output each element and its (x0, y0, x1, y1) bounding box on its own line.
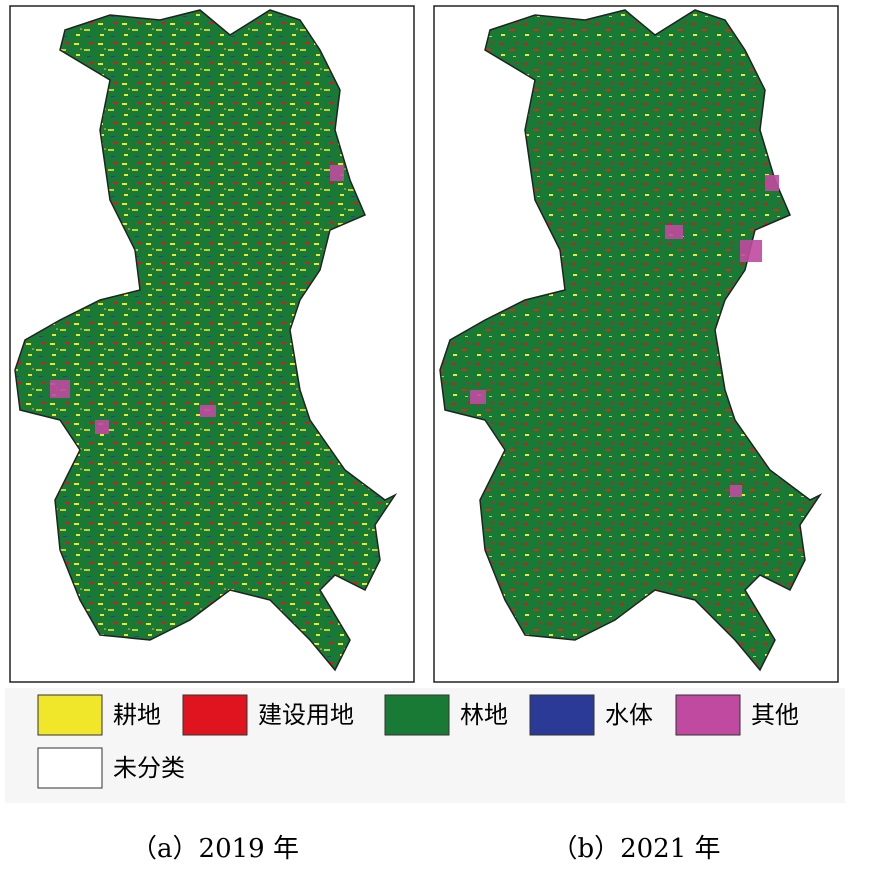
legend-label: 未分类 (113, 754, 185, 782)
legend-swatch (675, 694, 741, 736)
caption: （a）2019 年 (131, 834, 299, 864)
other-patches (50, 165, 779, 497)
legend-swatch (37, 694, 103, 736)
legend-swatch (182, 694, 248, 736)
legend-swatch (37, 747, 103, 789)
legend-label: 耕地 (113, 701, 161, 729)
legend-swatch (384, 694, 450, 736)
legend-label: 林地 (460, 701, 508, 729)
legend-label: 建设用地 (258, 701, 354, 729)
legend-swatch (529, 694, 595, 736)
caption: （b）2021 年 (551, 834, 720, 864)
legend-label: 其他 (751, 701, 799, 729)
legend-label: 水体 (605, 701, 653, 729)
